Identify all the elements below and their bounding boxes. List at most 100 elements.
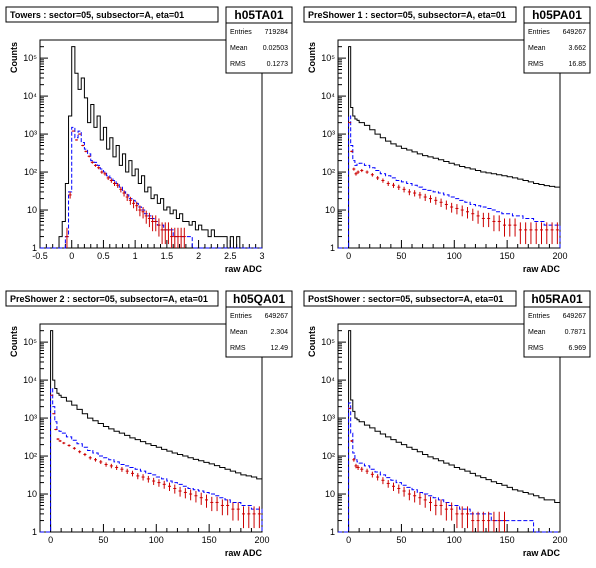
stats-label: RMS — [230, 61, 246, 68]
stats-label: RMS — [528, 345, 544, 352]
stats-value: 649267 — [265, 313, 288, 320]
histogram-series-black — [338, 46, 561, 249]
stats-value: 649267 — [563, 313, 586, 320]
x-tick-label: 1 — [133, 251, 138, 261]
stats-value: 16.85 — [568, 61, 586, 68]
y-tick-label: 1 — [330, 243, 335, 253]
y-tick-label: 1 — [32, 527, 37, 537]
y-tick-label: 10 — [325, 489, 335, 499]
y-tick-label: 10⁴ — [23, 375, 37, 385]
stats-value: 0.7871 — [565, 329, 587, 336]
y-tick-label: 10³ — [24, 413, 37, 423]
x-tick-label: 100 — [447, 251, 462, 261]
x-tick-label: 50 — [396, 535, 406, 545]
y-tick-label: 10³ — [322, 129, 335, 139]
y-tick-label: 1 — [32, 243, 37, 253]
x-tick-label: 3 — [259, 251, 264, 261]
y-axis-label: Counts — [9, 42, 19, 73]
y-axis-label: Counts — [307, 42, 317, 73]
y-tick-label: 10⁴ — [321, 91, 335, 101]
stats-label: Entries — [528, 313, 550, 320]
histogram-series-black — [338, 330, 561, 533]
x-tick-label: 200 — [552, 251, 567, 261]
y-tick-label: 10⁴ — [23, 91, 37, 101]
x-tick-label: 100 — [447, 535, 462, 545]
x-tick-label: 0 — [346, 251, 351, 261]
histogram-name: h05RA01 — [531, 292, 583, 306]
title-box — [303, 6, 517, 23]
stats-value: 719284 — [265, 29, 288, 36]
histogram-series-black — [40, 330, 263, 533]
stats-label: Entries — [230, 313, 252, 320]
y-tick-label: 10⁵ — [321, 337, 335, 347]
histogram-series-blue-dashed — [338, 402, 560, 533]
x-tick-label: 50 — [98, 535, 108, 545]
stats-value: 12.49 — [270, 345, 288, 352]
stats-box — [523, 306, 591, 358]
stats-label: Mean — [528, 45, 546, 52]
stats-box — [523, 22, 591, 74]
y-tick-label: 10² — [24, 167, 37, 177]
plot-frame — [39, 323, 263, 533]
x-axis-label: raw ADC — [225, 264, 263, 274]
title-box — [5, 6, 219, 23]
y-tick-label: 1 — [330, 527, 335, 537]
x-tick-label: 0 — [48, 535, 53, 545]
stats-value: 2.304 — [270, 329, 288, 336]
x-tick-label: 0.5 — [97, 251, 110, 261]
y-tick-label: 10³ — [322, 413, 335, 423]
y-tick-label: 10³ — [24, 129, 37, 139]
histogram-pad-3: 1 10 10² 10³ 10⁴ 10⁵ 0 50 100 150 200 PreShower 2 :… — [5, 290, 293, 558]
x-axis-label: raw ADC — [523, 264, 561, 274]
y-tick-label: 10² — [322, 167, 335, 177]
y-axis-label: Counts — [307, 326, 317, 357]
histogram-pad-1: 1 10 10² 10³ 10⁴ 10⁵ -0.5 0 0.5 1 1.5 2 2.5 3 Towers :… — [5, 6, 293, 274]
histogram-name: h05QA01 — [233, 292, 285, 306]
y-tick-label: 10⁵ — [23, 337, 37, 347]
stats-value: 3.662 — [568, 45, 586, 52]
y-tick-label: 10⁵ — [321, 53, 335, 63]
x-axis-label: raw ADC — [523, 548, 561, 558]
y-tick-label: 10⁵ — [23, 53, 37, 63]
x-tick-label: 0 — [69, 251, 74, 261]
stats-value: 649267 — [563, 29, 586, 36]
histogram-series-blue-dashed — [40, 388, 263, 533]
stats-label: Mean — [230, 329, 248, 336]
plot-title: Towers : sector=05, subsector=A, eta=01 — [10, 10, 184, 20]
x-tick-label: 150 — [500, 251, 515, 261]
x-tick-label: 100 — [149, 535, 164, 545]
plot-title: PreShower 2 : sector=05, subsector=A, et… — [10, 294, 208, 304]
histogram-name: h05TA01 — [234, 8, 283, 22]
stats-label: Entries — [230, 29, 252, 36]
x-tick-label: 1.5 — [161, 251, 174, 261]
stats-label: RMS — [230, 345, 246, 352]
histogram-pad-4: 1 10 10² 10³ 10⁴ 10⁵ 0 50 100 150 200 PostShower : … — [303, 290, 591, 558]
plot-title: PostShower : sector=05, subsector=A, eta… — [308, 294, 503, 304]
x-tick-label: 150 — [500, 535, 515, 545]
stats-value: 0.1273 — [267, 61, 289, 68]
y-axis-label: Counts — [9, 326, 19, 357]
stats-label: RMS — [528, 61, 544, 68]
histogram-series-black — [40, 46, 262, 249]
x-tick-label: 2.5 — [224, 251, 237, 261]
stats-value: 6.969 — [568, 345, 586, 352]
stats-box — [225, 22, 293, 74]
plot-frame — [39, 39, 263, 249]
x-tick-label: 200 — [254, 535, 269, 545]
plot-title: PreShower 1 : sector=05, subsector=A, et… — [308, 10, 506, 20]
stats-value: 0.02503 — [263, 45, 288, 52]
y-tick-label: 10 — [27, 489, 37, 499]
y-tick-label: 10² — [24, 451, 37, 461]
x-tick-label: 50 — [396, 251, 406, 261]
y-tick-label: 10⁴ — [321, 375, 335, 385]
plot-frame — [337, 39, 561, 249]
stats-box — [225, 306, 293, 358]
x-tick-label: 150 — [202, 535, 217, 545]
title-box — [5, 290, 219, 307]
stats-label: Mean — [230, 45, 248, 52]
stats-label: Mean — [528, 329, 546, 336]
histogram-name: h05PA01 — [532, 8, 582, 22]
x-tick-label: 0 — [346, 535, 351, 545]
